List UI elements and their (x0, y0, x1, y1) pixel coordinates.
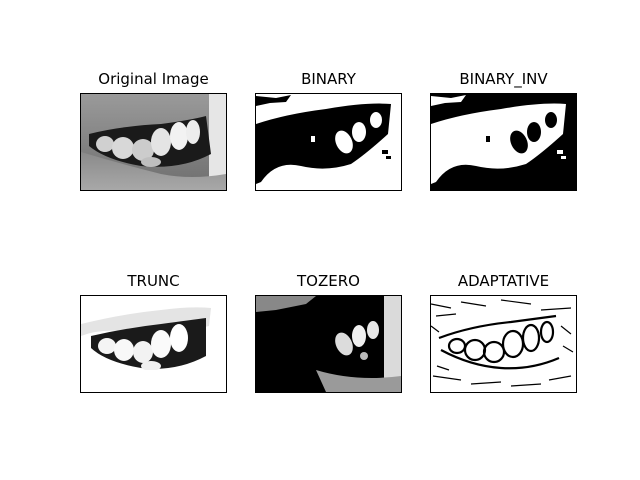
panel-title: TRUNC (127, 272, 180, 290)
panel-binary: BINARY (255, 70, 402, 191)
tozero-threshold-image (256, 296, 401, 392)
binary-inv-image (430, 93, 577, 191)
panel-binary-inv: BINARY_INV (430, 70, 577, 191)
adaptative-image (430, 295, 577, 393)
trunc-threshold-image (81, 296, 226, 392)
binary-inv-threshold-image (431, 94, 576, 190)
tozero-image (255, 295, 402, 393)
original-image (80, 93, 227, 191)
panel-adaptative: ADAPTATIVE (430, 272, 577, 393)
panel-title: ADAPTATIVE (457, 272, 550, 290)
panel-title: BINARY_INV (459, 70, 548, 88)
adaptative-threshold-image (431, 296, 576, 392)
panel-tozero: TOZERO (255, 272, 402, 393)
mouth-grayscale-image (81, 94, 226, 190)
panel-original: Original Image (80, 70, 227, 191)
binary-threshold-image (256, 94, 401, 190)
panel-title: TOZERO (297, 272, 360, 290)
panel-title: Original Image (98, 70, 209, 88)
panel-trunc: TRUNC (80, 272, 227, 393)
trunc-image (80, 295, 227, 393)
binary-image (255, 93, 402, 191)
panel-title: BINARY (301, 70, 356, 88)
